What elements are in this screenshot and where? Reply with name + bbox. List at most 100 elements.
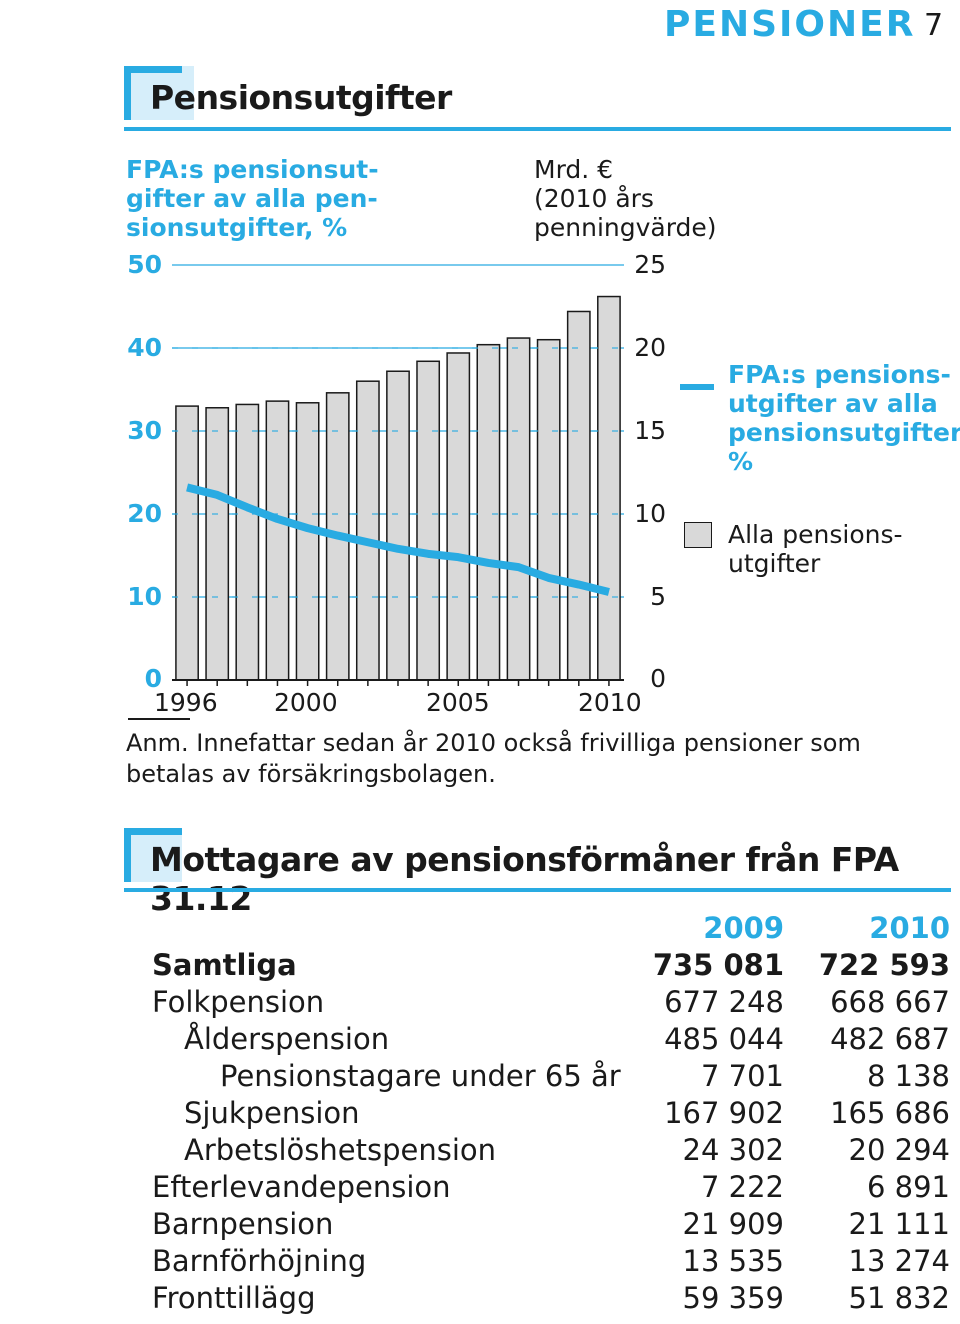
- table-row: Ålderspension 485 044 482 687: [152, 1021, 950, 1058]
- bar: [235, 403, 260, 681]
- row-value-2010: 6 891: [866, 1170, 950, 1204]
- row-label: Barnpension: [152, 1207, 334, 1241]
- row-label: Fronttillägg: [152, 1281, 316, 1315]
- table-section-rule: [124, 888, 951, 892]
- bar: [386, 370, 410, 681]
- table-row: Barnpension 21 909 21 111: [152, 1206, 950, 1243]
- section-marker: [124, 66, 194, 120]
- chart-note: Anm. Innefattar sedan år 2010 också friv…: [126, 728, 946, 790]
- bar: [355, 380, 380, 681]
- row-value-2009: 59 359: [682, 1281, 784, 1315]
- section-marker-accent: [124, 66, 182, 73]
- row-value-2009: 7 222: [700, 1170, 784, 1204]
- row-value-2009: 167 902: [664, 1096, 784, 1130]
- legend-line-label-line: FPA:s pensions-: [728, 360, 951, 389]
- bar: [597, 295, 621, 681]
- table-section-title: Mottagare av pensionsförmåner från FPA 3…: [150, 840, 899, 918]
- chart-section-title: Pensionsutgifter: [150, 78, 452, 117]
- pension-chart: [128, 264, 624, 720]
- right-axis-title-line: penningvärde): [534, 213, 717, 242]
- bar: [506, 337, 531, 681]
- section-marker-accent-side: [124, 828, 131, 882]
- chart-section-rule: [124, 127, 951, 131]
- x-tick-label: 2005: [426, 688, 490, 717]
- table-header-row: 2009 2010: [152, 910, 950, 947]
- x-tick-label: 2000: [274, 688, 338, 717]
- table-row: Barnförhöjning 13 535 13 274: [152, 1243, 950, 1280]
- row-value-2009: 7 701: [700, 1059, 784, 1093]
- row-value-2010: 51 832: [848, 1281, 950, 1315]
- table-row: Arbetslöshetspension 24 302 20 294: [152, 1132, 950, 1169]
- left-axis-title-line: gifter av alla pen-: [126, 184, 378, 213]
- legend-line-swatch: [680, 384, 714, 390]
- row-label: Barnförhöjning: [152, 1244, 367, 1278]
- column-header: 2009: [703, 911, 784, 945]
- bar: [205, 407, 230, 681]
- legend-bar-label-line: utgifter: [728, 549, 821, 578]
- bars-layer: [172, 295, 624, 681]
- row-value-2009: 24 302: [682, 1133, 784, 1167]
- right-axis-title-line: Mrd. €: [534, 155, 614, 184]
- right-axis-title: Mrd. € (2010 års penningvärde): [534, 155, 754, 242]
- row-value-2010: 13 274: [848, 1244, 950, 1278]
- left-axis-title: FPA:s pensionsut- gifter av alla pen- si…: [126, 155, 386, 242]
- line-layer: [186, 483, 610, 596]
- left-tick-label: 40: [127, 333, 162, 362]
- left-axis-title-line: sionsutgifter, %: [126, 213, 348, 242]
- axes-layer: [128, 679, 624, 720]
- legend-bar-label: Alla pensions- utgifter: [728, 520, 903, 578]
- right-tick-label: 20: [634, 333, 666, 362]
- legend-line-label-line: pensionsutgifter,: [728, 418, 960, 447]
- note-line: Anm. Innefattar sedan år 2010 också friv…: [126, 729, 861, 757]
- row-value-2010: 21 111: [848, 1207, 950, 1241]
- x-tick-label: 1996: [154, 688, 218, 717]
- table-row: Folkpension 677 248 668 667: [152, 984, 950, 1021]
- right-tick-label: 25: [634, 250, 666, 279]
- x-tick-label: 2010: [578, 688, 642, 717]
- table-row: Samtliga 735 081 722 593: [152, 947, 950, 984]
- row-value-2009: 485 044: [664, 1022, 784, 1056]
- bar: [416, 360, 441, 681]
- row-value-2010: 668 667: [830, 985, 950, 1019]
- row-label: Ålderspension: [184, 1022, 390, 1056]
- table-row: Efterlevandepension 7 222 6 891: [152, 1169, 950, 1206]
- bar: [476, 343, 501, 681]
- legend: FPA:s pensions- utgifter av alla pension…: [680, 360, 960, 590]
- row-label: Pensionstagare under 65 år: [220, 1059, 621, 1093]
- table-row: Sjukpension 167 902 165 686: [152, 1095, 950, 1132]
- section-header: PENSIONER: [664, 4, 916, 45]
- column-header: 2010: [869, 911, 950, 945]
- left-tick-label: 0: [144, 664, 162, 693]
- left-axis-title-line: FPA:s pensionsut-: [126, 155, 379, 184]
- right-tick-label: 15: [634, 416, 666, 445]
- table-body: Samtliga 735 081 722 593 Folkpension 677 248…: [152, 947, 950, 1317]
- left-tick-label: 50: [127, 250, 162, 279]
- row-value-2009: 21 909: [682, 1207, 784, 1241]
- right-tick-label: 5: [650, 582, 666, 611]
- left-tick-label: 20: [127, 499, 162, 528]
- row-label: Folkpension: [152, 985, 325, 1019]
- right-tick-label: 0: [650, 664, 666, 693]
- row-label: Sjukpension: [184, 1096, 360, 1130]
- legend-line-label: FPA:s pensions- utgifter av alla pension…: [728, 360, 960, 476]
- bar: [566, 310, 591, 681]
- bar: [446, 352, 471, 681]
- recipients-table: 2009 2010 Samtliga 735 081 722 593 Folkpens…: [152, 910, 950, 1317]
- legend-bar-label-line: Alla pensions-: [728, 520, 903, 549]
- section-marker-accent-side: [124, 66, 131, 120]
- row-value-2010: 8 138: [866, 1059, 950, 1093]
- row-value-2010: 482 687: [830, 1022, 950, 1056]
- note-line: betalas av försäkringsbolagen.: [126, 760, 496, 788]
- legend-bar-swatch: [684, 522, 712, 548]
- row-label: Efterlevandepension: [152, 1170, 451, 1204]
- left-tick-label: 10: [127, 582, 162, 611]
- bar: [536, 338, 561, 681]
- bar: [265, 400, 290, 681]
- table-row: Fronttillägg 59 359 51 832: [152, 1280, 950, 1317]
- row-value-2009: 677 248: [664, 985, 784, 1019]
- row-label: Arbetslöshetspension: [184, 1133, 497, 1167]
- table-row: Pensionstagare under 65 år 7 701 8 138: [152, 1058, 950, 1095]
- row-label: Samtliga: [152, 948, 297, 982]
- section-marker-accent: [124, 828, 182, 835]
- row-value-2010: 722 593: [818, 948, 950, 982]
